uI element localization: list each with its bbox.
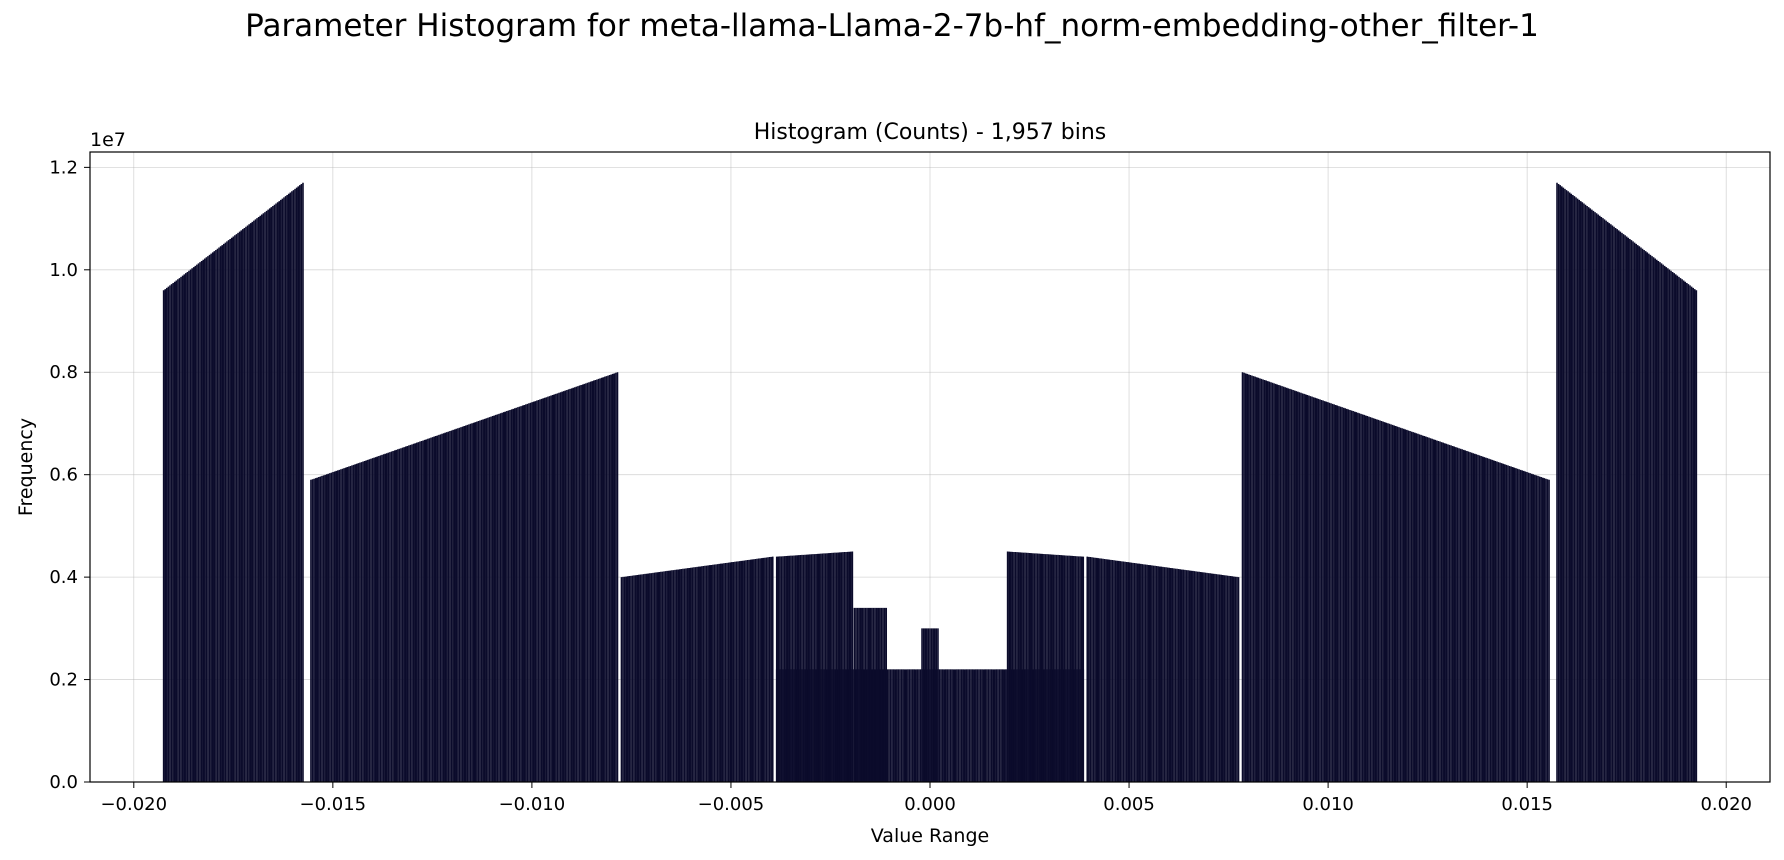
x-tick-label: 0.020 — [1700, 794, 1752, 815]
x-tick-label: −0.015 — [300, 794, 367, 815]
y-tick-label: 0.8 — [49, 362, 78, 383]
x-tick-label: 0.015 — [1501, 794, 1553, 815]
x-tick-label: −0.020 — [100, 794, 167, 815]
y-tick-label: 0.0 — [49, 772, 78, 793]
x-axis-label: Value Range — [871, 825, 989, 847]
histogram-bars — [162, 182, 1698, 782]
y-axis-label: Frequency — [15, 418, 37, 516]
x-axis-ticks: −0.020 −0.015 −0.010 −0.005 0.000 0.005 0.010 0… — [100, 782, 1752, 815]
y-tick-label: 0.6 — [49, 465, 78, 486]
y-tick-label: 0.2 — [49, 670, 78, 691]
x-tick-label: −0.005 — [698, 794, 765, 815]
x-tick-label: 0.005 — [1103, 794, 1155, 815]
y-scale-offset-label: 1e7 — [90, 129, 126, 151]
figure-title: Parameter Histogram for meta-llama-Llama… — [245, 8, 1539, 44]
chart-title: Histogram (Counts) - 1,957 bins — [754, 120, 1106, 145]
x-tick-label: −0.010 — [499, 794, 566, 815]
y-tick-label: 0.4 — [49, 567, 78, 588]
y-tick-label: 1.0 — [49, 260, 78, 281]
x-tick-label: 0.010 — [1302, 794, 1354, 815]
y-tick-label: 1.2 — [49, 157, 78, 178]
y-axis-ticks: 0.0 0.2 0.4 0.6 0.8 1.0 1.2 — [49, 157, 90, 793]
x-tick-label: 0.000 — [904, 794, 956, 815]
